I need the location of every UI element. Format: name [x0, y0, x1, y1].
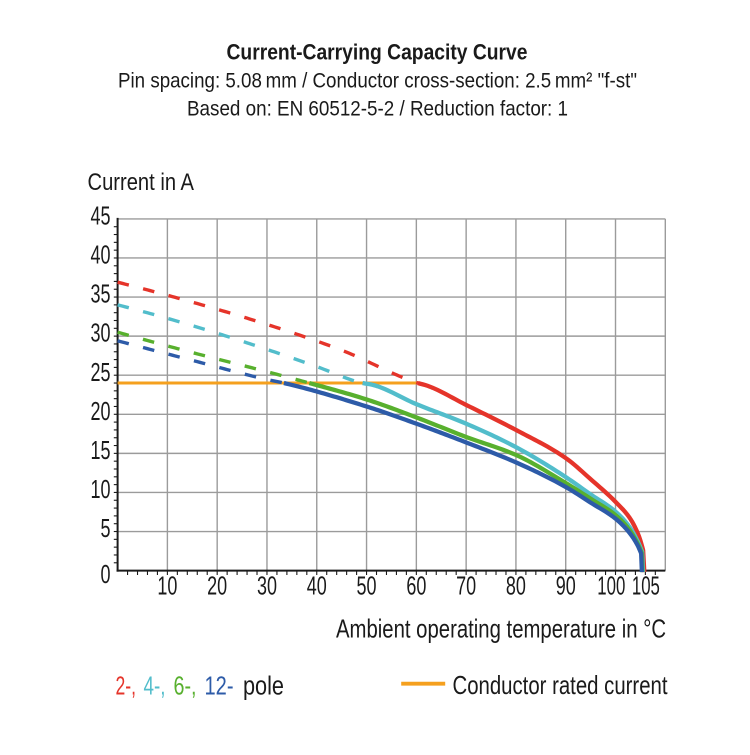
svg-text:Current-Carrying Capacity Curv: Current-Carrying Capacity Curve [227, 39, 528, 64]
svg-text:30: 30 [91, 320, 111, 348]
svg-text:2-,: 2-, [116, 672, 137, 700]
svg-text:20: 20 [207, 570, 227, 600]
svg-text:45: 45 [91, 203, 111, 231]
svg-text:105: 105 [632, 570, 660, 600]
svg-text:Ambient operating temperature: Ambient operating temperature in °C [336, 614, 666, 644]
svg-text:90: 90 [556, 570, 576, 600]
svg-text:35: 35 [91, 281, 111, 309]
svg-text:60: 60 [406, 570, 426, 600]
svg-text:Conductor rated current: Conductor rated current [453, 670, 669, 700]
svg-text:pole: pole [243, 672, 284, 700]
svg-text:Based on: EN 60512-5-2 / Reduc: Based on: EN 60512-5-2 / Reduction facto… [187, 96, 568, 120]
svg-text:10: 10 [157, 570, 177, 600]
svg-text:10: 10 [91, 476, 111, 504]
svg-text:6-,: 6-, [174, 672, 197, 700]
svg-text:Current in A: Current in A [88, 169, 195, 196]
svg-text:5: 5 [101, 515, 111, 543]
svg-text:20: 20 [91, 398, 111, 426]
svg-text:40: 40 [91, 242, 111, 270]
svg-text:30: 30 [257, 570, 277, 600]
svg-text:4-,: 4-, [144, 672, 166, 700]
svg-text:0: 0 [101, 561, 111, 589]
svg-text:80: 80 [506, 570, 526, 600]
svg-text:15: 15 [91, 437, 111, 465]
svg-text:Pin spacing: 5.08 mm / Conduct: Pin spacing: 5.08 mm / Conductor cross-s… [118, 69, 637, 93]
svg-text:25: 25 [91, 359, 111, 387]
svg-text:40: 40 [307, 570, 327, 600]
svg-text:12-: 12- [205, 672, 234, 700]
svg-text:70: 70 [456, 570, 476, 600]
svg-text:100: 100 [597, 570, 625, 600]
svg-text:50: 50 [357, 570, 377, 600]
